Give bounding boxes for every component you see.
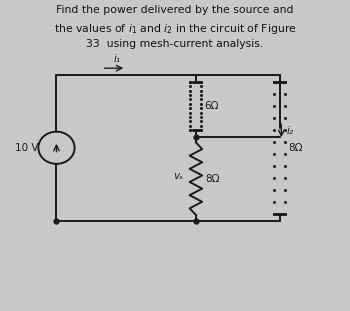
Text: Find the power delivered by the source and: Find the power delivered by the source a… xyxy=(56,5,294,15)
Text: 33  using mesh-current analysis.: 33 using mesh-current analysis. xyxy=(86,39,264,49)
Text: 8Ω: 8Ω xyxy=(206,174,220,184)
Text: 6Ω: 6Ω xyxy=(205,101,219,111)
Text: the values of $i_1$ and $i_2$ in the circuit of Figure: the values of $i_1$ and $i_2$ in the cir… xyxy=(54,22,296,36)
Text: i₁: i₁ xyxy=(114,54,121,64)
Text: 10 V: 10 V xyxy=(15,143,38,153)
Text: i₂: i₂ xyxy=(287,126,294,136)
Text: vₛ: vₛ xyxy=(174,171,184,181)
Text: 8Ω: 8Ω xyxy=(288,143,303,153)
